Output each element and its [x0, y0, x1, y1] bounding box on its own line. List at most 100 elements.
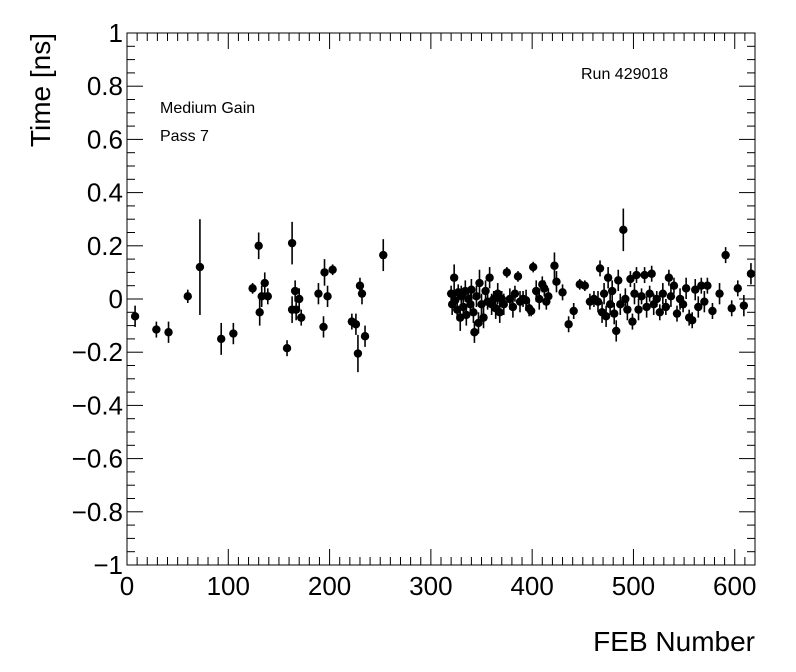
data-point — [257, 292, 266, 301]
data-point — [526, 306, 536, 316]
data-point — [603, 273, 613, 282]
y-tick-label: 0.4 — [87, 178, 123, 208]
data-point — [664, 273, 674, 282]
data-point — [470, 328, 479, 337]
data-point — [655, 308, 664, 317]
data-point — [595, 264, 605, 273]
data-point — [544, 292, 553, 301]
data-point — [634, 305, 643, 314]
data-point — [626, 274, 635, 284]
data-point — [320, 268, 329, 277]
y-tick-label: −1 — [93, 550, 123, 580]
data-point — [528, 262, 538, 272]
data-point — [612, 326, 621, 336]
data-point — [328, 265, 337, 274]
data-point — [183, 292, 192, 301]
data-point — [640, 270, 649, 280]
data-point — [254, 241, 263, 250]
run-annotation: Run 429018 — [581, 66, 668, 83]
data-point — [481, 286, 490, 296]
x-tick-label: 0 — [120, 571, 134, 601]
data-point — [355, 281, 365, 290]
data-point — [510, 289, 520, 298]
data-point — [282, 344, 292, 353]
x-tick-label: 200 — [308, 571, 351, 601]
data-point — [263, 292, 272, 301]
data-point — [605, 300, 615, 309]
data-point — [669, 281, 679, 290]
data-point — [691, 285, 700, 294]
data-point — [564, 320, 573, 329]
data-point — [614, 276, 623, 285]
data-point — [314, 289, 323, 298]
data-point — [700, 297, 709, 306]
data-point — [558, 288, 567, 297]
data-point — [287, 238, 297, 248]
data-point — [688, 316, 697, 325]
data-point — [485, 273, 494, 282]
data-point — [502, 268, 512, 277]
data-point — [290, 286, 300, 296]
data-point — [642, 302, 651, 312]
data-point — [621, 294, 630, 304]
data-point — [647, 269, 656, 278]
data-point — [630, 289, 639, 298]
data-point — [607, 286, 617, 296]
data-point — [152, 325, 161, 334]
data-point — [694, 302, 703, 312]
data-point — [462, 310, 471, 320]
data-point — [357, 289, 367, 298]
data-point — [601, 312, 611, 321]
data-point — [248, 284, 257, 293]
data-point — [467, 285, 476, 294]
x-tick-label: 400 — [510, 571, 553, 601]
data-point — [681, 284, 691, 293]
y-axis-title: Time [ns] — [25, 33, 56, 147]
x-axis-title: FEB Number — [593, 626, 755, 657]
data-point — [610, 309, 619, 318]
data-point — [550, 261, 559, 270]
data-point — [323, 292, 332, 301]
tick-labels: 0 100 200 300 400 500 600 −1 −0.8 −0.6 −0.4 −0.2 0 0.… — [72, 18, 757, 601]
data-point — [532, 286, 541, 296]
data-point — [727, 304, 736, 313]
data-point — [652, 294, 661, 304]
y-tick-label: 1 — [109, 18, 123, 48]
data-point — [623, 305, 632, 314]
data-point — [466, 300, 475, 309]
x-tick-label: 500 — [612, 571, 655, 601]
data-point — [469, 308, 478, 317]
data-point — [379, 250, 388, 260]
data-point — [499, 300, 508, 309]
data-point — [472, 292, 481, 301]
data-point — [580, 281, 590, 290]
data-point — [678, 300, 688, 309]
y-tick-label: −0.8 — [72, 497, 123, 527]
y-tick-label: −0.6 — [72, 444, 123, 474]
data-point — [739, 301, 749, 310]
data-point — [505, 294, 515, 304]
data-point — [697, 281, 706, 290]
data-point — [475, 278, 484, 288]
data-point — [255, 308, 264, 317]
data-point — [291, 305, 301, 314]
data-point — [535, 294, 544, 304]
x-tick-label: 300 — [409, 571, 452, 601]
gain-annotation: Medium Gain — [160, 100, 255, 117]
data-point — [721, 250, 730, 260]
pass-annotation: Pass 7 — [160, 128, 209, 145]
data-point — [513, 272, 523, 281]
y-tick-label: 0.2 — [87, 231, 123, 261]
data-point — [599, 289, 609, 298]
data-point — [645, 289, 654, 298]
data-point — [446, 289, 456, 298]
data-point — [666, 292, 676, 301]
data-point — [508, 302, 518, 312]
data-point — [637, 292, 646, 301]
data-point — [195, 262, 205, 272]
data-point — [229, 329, 238, 338]
data-point — [628, 317, 637, 326]
y-tick-label: 0.6 — [87, 124, 123, 154]
